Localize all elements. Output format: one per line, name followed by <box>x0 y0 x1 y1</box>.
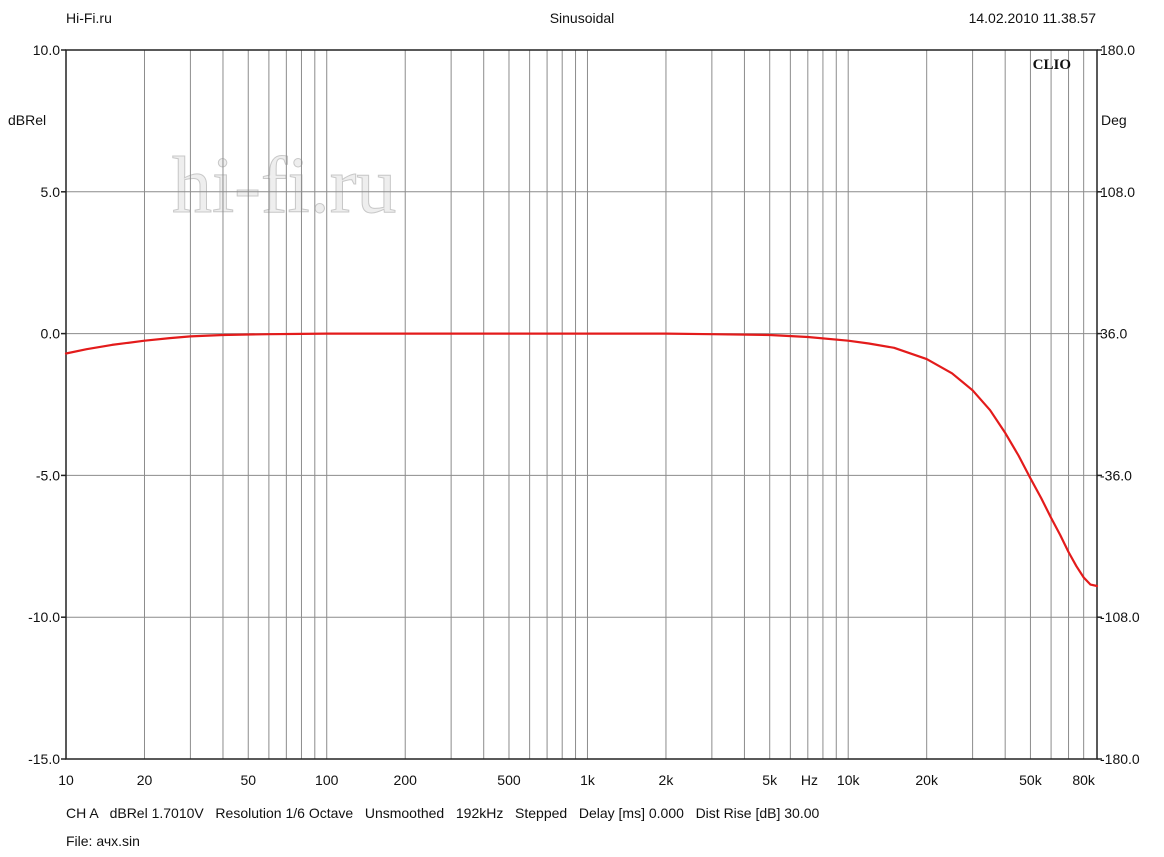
x-tick-label: 1k <box>580 772 596 788</box>
y2-axis-label: Deg <box>1101 112 1127 128</box>
y2-tick-label: 180.0 <box>1100 42 1135 58</box>
x-tick-label: 50 <box>240 772 256 788</box>
y-tick-label: 5.0 <box>41 184 61 200</box>
x-tick-label: 100 <box>315 772 339 788</box>
watermark-logo: hi-fi.ru <box>172 142 397 231</box>
y-tick-label: -15.0 <box>28 751 60 767</box>
y2-tick-label: 36.0 <box>1100 326 1127 342</box>
x-tick-label: 200 <box>394 772 418 788</box>
clio-brand-label: CLIO <box>1033 57 1071 73</box>
y2-tick-label: -180.0 <box>1100 751 1140 767</box>
y-tick-label: 10.0 <box>33 42 60 58</box>
plot-border <box>65 49 1098 760</box>
x-tick-label: 20 <box>137 772 153 788</box>
y2-tick-label: -36.0 <box>1100 467 1132 483</box>
y-tick-label: 0.0 <box>41 326 61 342</box>
y-tick-label: -5.0 <box>36 467 60 483</box>
y-tick-label: -10.0 <box>28 609 60 625</box>
y-axis-label: dBRel <box>8 112 46 128</box>
x-tick-label: 80k <box>1072 772 1096 788</box>
header-measurement-type: Sinusoidal <box>549 10 615 26</box>
x-tick-label: 10k <box>837 772 861 788</box>
x-tick-label: 50k <box>1019 772 1043 788</box>
series-line-0 <box>64 332 1099 588</box>
x-unit-label: Hz <box>801 772 818 788</box>
x-tick-label: 500 <box>497 772 521 788</box>
x-tick-label: 20k <box>915 772 939 788</box>
x-tick-label: 10 <box>58 772 74 788</box>
footer-settings-text: CH A dBRel 1.7010V Resolution 1/6 Octave… <box>66 805 820 821</box>
header-timestamp: 14.02.2010 11.38.57 <box>968 10 1096 26</box>
x-tick-label: 2k <box>659 772 675 788</box>
header-site-name: Hi-Fi.ru <box>66 10 112 26</box>
footer-file-name: File: ачх.sin <box>66 833 140 849</box>
plot-frame <box>61 49 1102 760</box>
chart-labels: 10.0 5.0 0.0 -5.0 -10.0 -15.0 180.0 108.0 36.0 -3… <box>8 42 1140 788</box>
x-tick-label: 5k <box>762 772 778 788</box>
chart-series-group <box>64 332 1099 588</box>
chart-grid <box>66 49 1098 760</box>
y2-tick-label: 108.0 <box>1100 184 1135 200</box>
y2-tick-label: -108.0 <box>1100 609 1140 625</box>
watermark-text: hi-fi.ru <box>172 142 396 230</box>
